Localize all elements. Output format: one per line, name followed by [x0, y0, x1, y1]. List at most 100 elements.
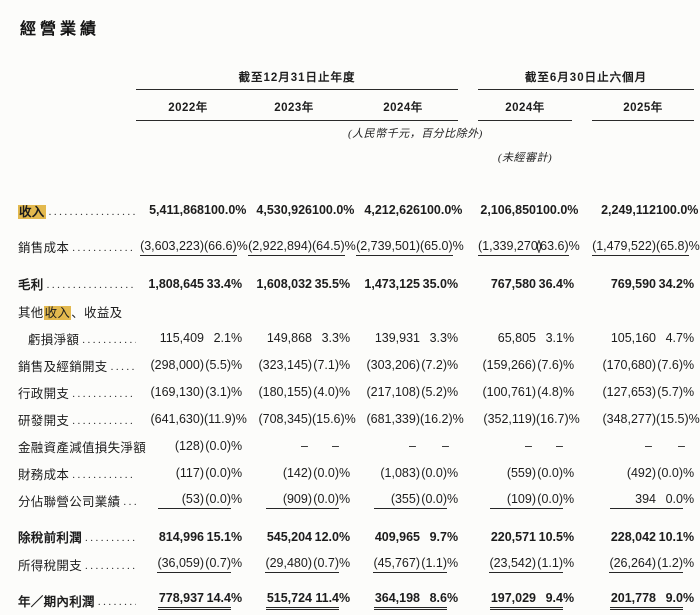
percent-sign: % — [563, 330, 575, 345]
unaudited-note-row: (未經審計) — [18, 145, 694, 169]
row-label-cell: 銷售成本....................................… — [18, 224, 136, 261]
percent-sign: % — [447, 530, 459, 544]
percent-cell: (63.6)% — [536, 224, 580, 261]
row-label-cell: 虧損淨額....................................… — [18, 325, 136, 352]
percent-sign: % — [452, 411, 464, 426]
percent-sign: % — [231, 384, 243, 399]
percent-cell: 36.4% — [538, 277, 575, 291]
percent-cell: 100.0% — [420, 202, 463, 217]
row-label-cell: 銷售及經銷開支.................................… — [18, 352, 136, 379]
percent-cell: 3.3% — [321, 330, 351, 345]
percent-cell: (16.2)% — [420, 411, 464, 426]
value-cell: (117) — [175, 465, 204, 480]
percent-cell: (65.8)% — [656, 224, 700, 261]
value-cell: 2,249,112 — [601, 202, 656, 217]
value-cell: – — [301, 438, 308, 453]
value-cell: (180,155) — [258, 384, 312, 399]
value-cell: (3,603,223) — [136, 224, 204, 261]
percent-sign: % — [339, 357, 351, 372]
percent-sign: % — [567, 202, 579, 217]
percent-sign: % — [563, 357, 575, 372]
percent-sign: % — [563, 530, 575, 544]
value-cell: 2,106,850 — [480, 202, 536, 217]
percent-cell: (3.1)% — [205, 384, 243, 399]
column-gap — [458, 578, 478, 615]
value-cell: (492) — [626, 465, 656, 480]
column-gap — [572, 325, 592, 352]
value-cell: 769,590 — [610, 277, 656, 291]
percent-sign: % — [683, 591, 695, 605]
value-cell: (100,761) — [482, 384, 536, 399]
value-cell: 767,580 — [490, 277, 536, 291]
value-cell: (45,767) — [348, 551, 420, 578]
percent-cell: (65.0)% — [420, 224, 464, 261]
table-row-revenue: 收入......................................… — [18, 197, 698, 224]
year-header-2025-interim: 2025年 — [592, 89, 694, 121]
percent-sign: % — [683, 530, 695, 544]
table-row-rd-expenses: 研發開支....................................… — [18, 406, 700, 433]
table-row-income-tax-expense: 所得稅開支...................................… — [18, 551, 694, 578]
percent-sign: % — [236, 239, 248, 253]
dot-leader: ........................................… — [97, 596, 136, 608]
percent-cell: (5.2)% — [421, 384, 459, 399]
dot-leader: ........................................… — [85, 532, 136, 544]
value-cell: (23,542) — [478, 551, 536, 578]
value-cell: 394 — [592, 487, 656, 514]
percent-cell: 3.1% — [545, 330, 575, 345]
column-gap — [458, 325, 478, 352]
percent-sign: % — [687, 202, 699, 217]
percent-cell: (1.2)% — [656, 551, 694, 578]
percent-sign: % — [563, 556, 575, 570]
row-label: 財務成本 — [18, 468, 70, 482]
percent-sign: % — [447, 330, 459, 345]
percent-cell: – — [556, 438, 563, 453]
year-header-2022: 2022年 — [136, 89, 240, 121]
percent-sign: % — [563, 277, 575, 291]
percent-sign: % — [683, 330, 695, 345]
value-cell: 364,198 — [348, 578, 420, 615]
value-cell: (559) — [506, 465, 536, 480]
value-cell: (303,206) — [366, 357, 420, 372]
row-label: 行政開支 — [18, 387, 70, 401]
table-row-profit-before-tax: 除稅前利潤...................................… — [18, 514, 694, 551]
row-label-cell: 研發開支....................................… — [18, 406, 136, 433]
table-row-profit-for-period: 年／期內利潤..................................… — [18, 578, 694, 615]
percent-sign: % — [447, 591, 459, 605]
column-gap — [572, 352, 592, 379]
table-row-gross-profit: 毛利......................................… — [18, 261, 694, 298]
percent-sign: % — [231, 465, 243, 480]
percent-cell: (0.0)% — [421, 465, 459, 480]
value-cell: (109) — [478, 487, 536, 514]
percent-cell: 2.1% — [213, 330, 243, 345]
percent-sign: % — [563, 591, 575, 605]
percent-cell: (0.0)% — [205, 438, 243, 453]
value-cell: (127,653) — [602, 384, 656, 399]
percent-cell: 34.2% — [658, 277, 695, 291]
percent-sign: % — [683, 465, 695, 480]
value-cell: 65,805 — [497, 330, 536, 345]
value-cell: (355) — [348, 487, 420, 514]
row-label-cell: 金融資產減值損失淨額 — [18, 433, 146, 460]
dot-leader: ........................................… — [123, 496, 136, 508]
percent-cell: 8.6% — [420, 578, 458, 615]
percent-cell: 14.4% — [204, 578, 242, 615]
percent-cell — [204, 298, 240, 325]
percent-sign: % — [231, 277, 243, 291]
percent-cell: 9.7% — [429, 530, 459, 544]
column-gap — [572, 460, 592, 487]
year-header-2024: 2024年 — [348, 89, 458, 121]
value-cell: 409,965 — [374, 530, 420, 544]
highlight-mark: 收入 — [43, 306, 72, 320]
percent-cell: (0.0)% — [313, 465, 351, 480]
unaudited-note: (未經審計) — [497, 152, 553, 164]
value-cell: (29,480) — [240, 551, 312, 578]
row-label: 銷售及經銷開支 — [18, 360, 108, 374]
percent-cell: (15.6)% — [312, 411, 356, 426]
column-gap — [572, 261, 592, 298]
percent-cell: – — [332, 438, 339, 453]
percent-sign: % — [339, 465, 351, 480]
percent-sign: % — [231, 357, 243, 372]
percent-sign: % — [339, 591, 351, 605]
percent-sign: % — [235, 202, 247, 217]
value-cell: 197,029 — [478, 578, 536, 615]
